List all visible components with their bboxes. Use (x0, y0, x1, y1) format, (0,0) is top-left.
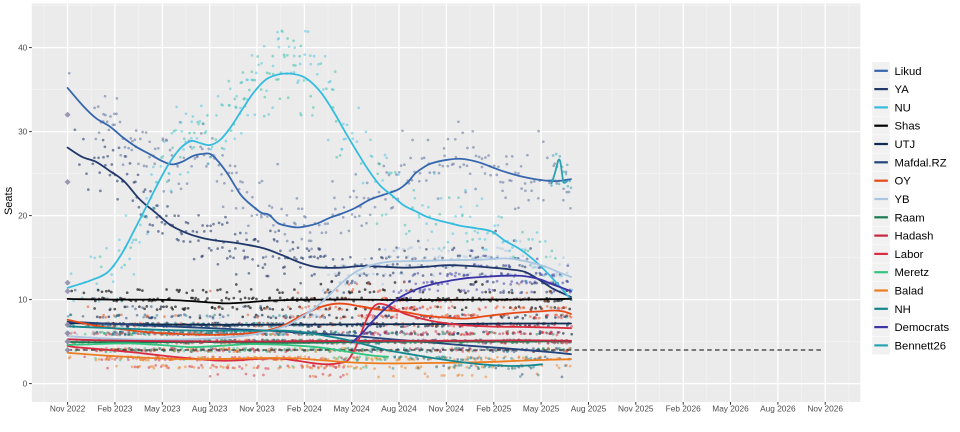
svg-text:NU: NU (895, 102, 911, 114)
svg-text:20: 20 (18, 211, 28, 221)
svg-text:Labor: Labor (895, 249, 924, 261)
svg-text:Nov 2025: Nov 2025 (618, 404, 654, 414)
svg-text:Nov 2024: Nov 2024 (429, 404, 465, 414)
svg-text:OY: OY (895, 176, 912, 188)
svg-text:Balad: Balad (895, 286, 924, 298)
svg-text:May 2025: May 2025 (523, 404, 560, 414)
svg-text:Hadash: Hadash (895, 231, 934, 243)
svg-text:May 2026: May 2026 (712, 404, 749, 414)
svg-text:Aug 2024: Aug 2024 (381, 404, 417, 414)
svg-text:YB: YB (895, 194, 910, 206)
svg-text:Aug 2023: Aug 2023 (192, 404, 228, 414)
svg-text:Feb 2023: Feb 2023 (97, 404, 132, 414)
svg-text:May 2023: May 2023 (144, 404, 181, 414)
svg-text:Feb 2024: Feb 2024 (287, 404, 322, 414)
svg-text:Nov 2026: Nov 2026 (807, 404, 843, 414)
svg-text:Shas: Shas (895, 121, 921, 133)
svg-text:UTJ: UTJ (895, 139, 916, 151)
svg-text:May 2024: May 2024 (333, 404, 370, 414)
svg-text:10: 10 (18, 295, 28, 305)
svg-text:Mafdal.RZ: Mafdal.RZ (895, 157, 947, 169)
svg-text:NH: NH (895, 304, 911, 316)
svg-text:30: 30 (18, 127, 28, 137)
svg-text:Meretz: Meretz (895, 267, 930, 279)
svg-text:Aug 2025: Aug 2025 (571, 404, 607, 414)
svg-text:Aug 2026: Aug 2026 (760, 404, 796, 414)
svg-text:Likud: Likud (895, 66, 922, 78)
svg-text:0: 0 (23, 379, 28, 389)
svg-text:Democrats: Democrats (895, 322, 950, 334)
svg-text:Feb 2025: Feb 2025 (476, 404, 511, 414)
svg-text:Raam: Raam (895, 212, 925, 224)
svg-text:YA: YA (895, 84, 910, 96)
svg-text:Nov 2022: Nov 2022 (50, 404, 86, 414)
svg-text:Feb 2026: Feb 2026 (666, 404, 701, 414)
svg-text:Seats: Seats (3, 186, 15, 215)
svg-text:40: 40 (18, 43, 28, 53)
svg-text:Nov 2023: Nov 2023 (239, 404, 275, 414)
svg-text:Bennett26: Bennett26 (895, 340, 947, 352)
